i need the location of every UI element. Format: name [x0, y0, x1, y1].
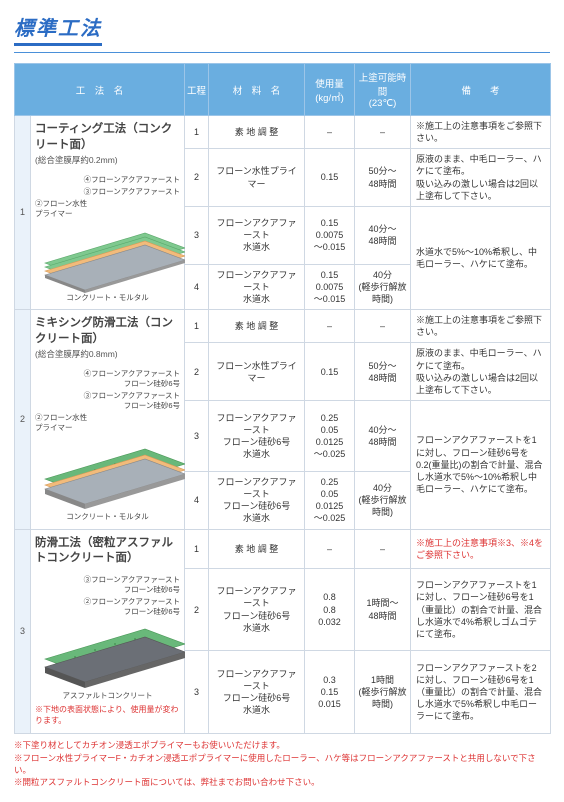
usage: 0.3 0.15 0.015 [305, 651, 355, 733]
usage: – [305, 116, 355, 149]
step: 2 [185, 343, 209, 401]
time: 40分～ 48時間 [355, 206, 411, 264]
usage: 0.25 0.05 0.0125 ～0.025 [305, 400, 355, 471]
step: 4 [185, 471, 209, 529]
time: 1時間～ 48時間 [355, 568, 411, 650]
diagram-label: ②フローン水性 プライマー [35, 413, 180, 433]
th-method: 工 法 名 [15, 64, 185, 116]
method-title: ミキシング防滑工法（コンクリート面） [35, 316, 180, 347]
diagram-label: コンクリート・モルタル [35, 293, 180, 303]
method-diagram: ③フローンアクアファースト フローン硅砂6号 ②フローンアクアファースト フロー… [35, 575, 180, 727]
step: 3 [185, 206, 209, 264]
diagram-label: コンクリート・モルタル [35, 512, 180, 522]
footnote: ※開粒アスファルトコンクリート面については、弊社までお問い合わせ下さい。 [14, 777, 550, 789]
material: フローンアクアファースト フローン硅砂6号 水道水 [209, 400, 305, 471]
remarks: ※施工上の注意事項をご参照下さい。 [411, 116, 551, 149]
material: フローンアクアファースト 水道水 [209, 206, 305, 264]
material: 素 地 調 整 [209, 116, 305, 149]
time: – [355, 116, 411, 149]
method-diagram: ④フローンアクアファースト ③フローンアクアファースト ②フローン水性 プライマ… [35, 175, 180, 304]
time: 50分～ 48時間 [355, 343, 411, 401]
material: フローン水性プライマー [209, 343, 305, 401]
step: 2 [185, 149, 209, 207]
table-header-row: 工 法 名 工程 材 料 名 使用量 (kg/㎡) 上塗可能時間 (23℃) 備… [15, 64, 551, 116]
group-index: 3 [15, 529, 31, 733]
time: 1時間 (軽歩行解放時間) [355, 651, 411, 733]
diagram-label: アスファルトコンクリート [35, 691, 180, 701]
method-warning: ※下地の表面状態により、使用量が変わります。 [35, 705, 180, 727]
remarks: 水道水で5%～10%希釈し、中毛ローラー、ハケにて塗布。 [411, 206, 551, 309]
spec-table: 工 法 名 工程 材 料 名 使用量 (kg/㎡) 上塗可能時間 (23℃) 備… [14, 63, 551, 734]
diagram-label: ②フローンアクアファースト フローン硅砂6号 [35, 597, 180, 617]
method-sub: (総合塗膜厚約0.8mm) [35, 349, 180, 360]
th-time: 上塗可能時間 (23℃) [355, 64, 411, 116]
material: フローンアクアファースト フローン硅砂6号 水道水 [209, 471, 305, 529]
remarks: 原液のまま、中毛ローラー、ハケにて塗布。 吸い込みの激しい場合は2回以上塗布して… [411, 343, 551, 401]
th-material: 材 料 名 [209, 64, 305, 116]
table-row: 3 防滑工法（密粒アスファルトコンクリート面） ③フローンアクアファースト フロ… [15, 529, 551, 568]
usage: 0.15 0.0075 ～0.015 [305, 264, 355, 309]
table-row: 2 ミキシング防滑工法（コンクリート面） (総合塗膜厚約0.8mm) ④フローン… [15, 310, 551, 343]
table-row: 1 コーティング工法（コンクリート面） (総合塗膜厚約0.2mm) ④フローンア… [15, 116, 551, 149]
step: 4 [185, 264, 209, 309]
usage: – [305, 310, 355, 343]
remarks: フローンアクアファーストを2に対し、フローン硅砂6号を1（重量比）の割合で計量、… [411, 651, 551, 733]
usage: – [305, 529, 355, 568]
method-diagram: ④フローンアクアファースト フローン硅砂6号 ③フローンアクアファースト フロー… [35, 369, 180, 523]
material: フローンアクアファースト 水道水 [209, 264, 305, 309]
step: 1 [185, 529, 209, 568]
method-sub: (総合塗膜厚約0.2mm) [35, 155, 180, 166]
footnote: ※下塗り材としてカチオン浸透エポプライマーもお使いいただけます。 [14, 740, 550, 752]
material: フローンアクアファースト フローン硅砂6号 水道水 [209, 568, 305, 650]
remarks: フローンアクアファーストを1に対し、フローン硅砂6号を0.2(重量比)の割合で計… [411, 400, 551, 529]
diagram-label: ②フローン水性 プライマー [35, 199, 180, 219]
diagram-label: ④フローンアクアファースト フローン硅砂6号 [35, 369, 180, 389]
usage: 0.15 [305, 343, 355, 401]
material: 素 地 調 整 [209, 310, 305, 343]
material: 素 地 調 整 [209, 529, 305, 568]
group-index: 2 [15, 310, 31, 529]
remarks: ※施工上の注意事項をご参照下さい。 [411, 310, 551, 343]
diagram-label: ③フローンアクアファースト フローン硅砂6号 [35, 391, 180, 411]
method-cell: ミキシング防滑工法（コンクリート面） (総合塗膜厚約0.8mm) ④フローンアク… [31, 310, 185, 529]
step: 1 [185, 116, 209, 149]
page-title: 標準工法 [14, 12, 102, 46]
th-usage: 使用量 (kg/㎡) [305, 64, 355, 116]
diagram-label: ④フローンアクアファースト [35, 175, 180, 185]
time: 40分～ 48時間 [355, 400, 411, 471]
th-step: 工程 [185, 64, 209, 116]
step: 1 [185, 310, 209, 343]
time: – [355, 529, 411, 568]
material: フローン水性プライマー [209, 149, 305, 207]
step: 2 [185, 568, 209, 650]
diagram-label: ③フローンアクアファースト [35, 187, 180, 197]
step: 3 [185, 400, 209, 471]
diagram-svg [35, 223, 185, 293]
diagram-label: ③フローンアクアファースト フローン硅砂6号 [35, 575, 180, 595]
remarks: ※施工上の注意事項※3、※4をご参照下さい。 [411, 529, 551, 568]
diagram-svg [35, 621, 185, 691]
diagram-svg [35, 437, 185, 512]
th-remarks: 備 考 [411, 64, 551, 116]
usage: 0.15 [305, 149, 355, 207]
time: – [355, 310, 411, 343]
group-index: 1 [15, 116, 31, 310]
usage: 0.15 0.0075 ～0.015 [305, 206, 355, 264]
method-cell: コーティング工法（コンクリート面） (総合塗膜厚約0.2mm) ④フローンアクア… [31, 116, 185, 310]
usage: 0.8 0.8 0.032 [305, 568, 355, 650]
time: 40分 (軽歩行解放時間) [355, 264, 411, 309]
step: 3 [185, 651, 209, 733]
usage: 0.25 0.05 0.0125 ～0.025 [305, 471, 355, 529]
time: 40分 (軽歩行解放時間) [355, 471, 411, 529]
method-cell: 防滑工法（密粒アスファルトコンクリート面） ③フローンアクアファースト フローン… [31, 529, 185, 733]
material: フローンアクアファースト フローン硅砂6号 水道水 [209, 651, 305, 733]
method-title: コーティング工法（コンクリート面） [35, 122, 180, 153]
method-title: 防滑工法（密粒アスファルトコンクリート面） [35, 536, 180, 567]
footnote: ※フローン水性プライマーF・カチオン浸透エポプライマーに使用したローラー、ハケ等… [14, 753, 550, 777]
time: 50分～ 48時間 [355, 149, 411, 207]
remarks: フローンアクアファーストを1に対し、フローン硅砂6号を1（重量比）の割合で計量、… [411, 568, 551, 650]
title-bar: 標準工法 [14, 12, 550, 53]
remarks: 原液のまま、中毛ローラー、ハケにて塗布。 吸い込みの激しい場合は2回以上塗布して… [411, 149, 551, 207]
